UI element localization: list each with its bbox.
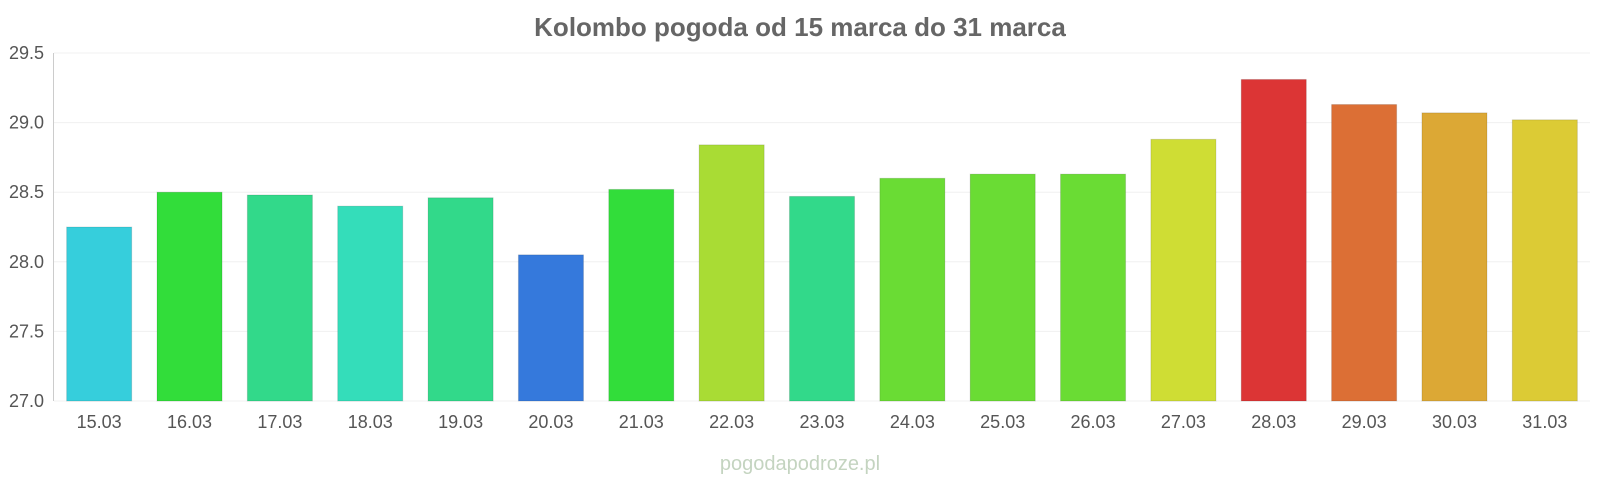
x-tick-label: 27.03 <box>1161 412 1206 432</box>
bar-31.03[interactable]: 31.03: 29.02 <box>1511 119 1578 402</box>
bar-19.03[interactable]: 19.03: 28.46 <box>427 197 494 402</box>
bar-16.03[interactable]: 16.03: 28.5 <box>156 191 223 402</box>
y-tick-label: 27.5 <box>9 321 44 341</box>
bar-23.03[interactable]: 23.03: 28.47 <box>788 195 856 402</box>
bar-24.03[interactable]: 24.03: 28.6 <box>879 177 946 402</box>
x-tick-label: 24.03 <box>890 412 935 432</box>
x-tick-label: 26.03 <box>1071 412 1116 432</box>
bar-18.03[interactable]: 18.03: 28.4 <box>337 205 404 402</box>
x-tick-label: 15.03 <box>77 412 122 432</box>
x-tick-label: 19.03 <box>438 412 483 432</box>
bar-30.03[interactable]: 30.03: 29.07 <box>1421 112 1488 402</box>
bar-21.03[interactable]: 21.03: 28.52 <box>608 188 675 402</box>
bars-layer: 15.03: 28.25 16.03: 28.5 17.03: 28.48 18.03… <box>66 78 1578 402</box>
x-tick-label: 28.03 <box>1251 412 1296 432</box>
x-tick-label: 22.03 <box>709 412 754 432</box>
x-tick-label: 21.03 <box>619 412 664 432</box>
y-tick-label: 28.5 <box>9 182 44 202</box>
x-tick-label: 31.03 <box>1522 412 1567 432</box>
bar-26.03[interactable]: 26.03: 28.63 <box>1060 173 1127 402</box>
axis-layer: 27.0 27.5 28.0 28.5 29.0 29.5 15.03 16.03 17.03 1… <box>9 43 1567 432</box>
y-tick-label: 28.0 <box>9 252 44 272</box>
x-tick-label: 29.03 <box>1342 412 1387 432</box>
x-tick-label: 16.03 <box>167 412 212 432</box>
bar-25.03[interactable]: 25.03: 28.63 <box>969 173 1036 402</box>
x-tick-label: 20.03 <box>528 412 573 432</box>
bar-17.03[interactable]: 17.03: 28.48 <box>246 194 313 402</box>
x-tick-label: 25.03 <box>980 412 1025 432</box>
x-tick-label: 18.03 <box>348 412 393 432</box>
watermark-text: pogodapodroze.pl <box>720 453 880 475</box>
y-tick-label: 29.0 <box>9 113 44 133</box>
chart-title: Kolombo pogoda od 15 marca do 31 marca <box>534 12 1066 42</box>
bar-28.03[interactable]: 28.03: 29.31 <box>1240 78 1307 402</box>
bar-20.03[interactable]: 20.03: 28.05 <box>517 254 584 402</box>
x-tick-label: 30.03 <box>1432 412 1477 432</box>
bar-22.03[interactable]: 22.03: 28.84 <box>698 144 765 402</box>
y-tick-label: 27.0 <box>9 391 44 411</box>
bar-29.03[interactable]: 29.03: 29.13 <box>1331 104 1398 402</box>
x-tick-label: 17.03 <box>257 412 302 432</box>
y-tick-label: 29.5 <box>9 43 44 63</box>
bar-15.03[interactable]: 15.03: 28.25 <box>66 226 133 402</box>
x-tick-label: 23.03 <box>799 412 844 432</box>
bar-27.03[interactable]: 27.03: 28.88 <box>1150 138 1217 402</box>
